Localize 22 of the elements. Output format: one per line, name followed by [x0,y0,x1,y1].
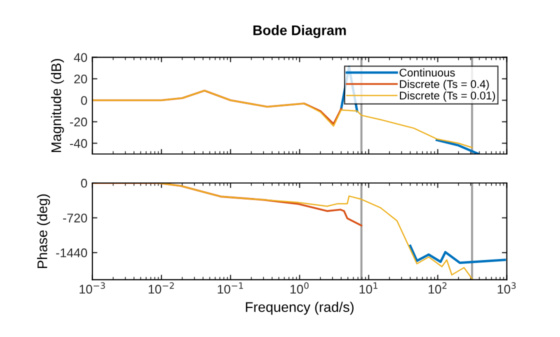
x-tick-label: 10$^{−3}$ [80,282,105,294]
x-tick-label: 10$^{−2}$ [148,282,174,294]
x-tick-label: 10$^{2}$ [428,282,446,294]
legend-label: Discrete (Ts = 0.01) [400,91,496,102]
x-tick-label: 10$^{1}$ [360,282,378,294]
y-axis-title: Phase (deg) [37,194,50,268]
y-tick-label: 0 [81,96,88,105]
y-tick-label: -720 [63,214,88,222]
x-axis-title: Frequency (rad/s) [246,302,354,315]
y-tick-label: -40 [70,139,88,148]
legend-label: Continuous [400,68,455,77]
y-tick-label: 40 [74,53,88,62]
y-tick-label: -20 [70,118,88,126]
x-tick-label: 10$^{3}$ [498,282,516,294]
legend-label: Discrete (Ts = 0.4) [400,80,489,90]
y-tick-label: 20 [74,74,88,84]
y-axis-title: Magnitude (dB) [50,59,64,152]
y-tick-label: -1440 [56,248,88,258]
chart-title: Bode Diagram [253,25,346,38]
x-tick-label: 10$^{0}$ [290,282,309,294]
x-tick-label: 10$^{−1}$ [218,282,243,294]
y-tick-label: 0 [81,178,88,188]
